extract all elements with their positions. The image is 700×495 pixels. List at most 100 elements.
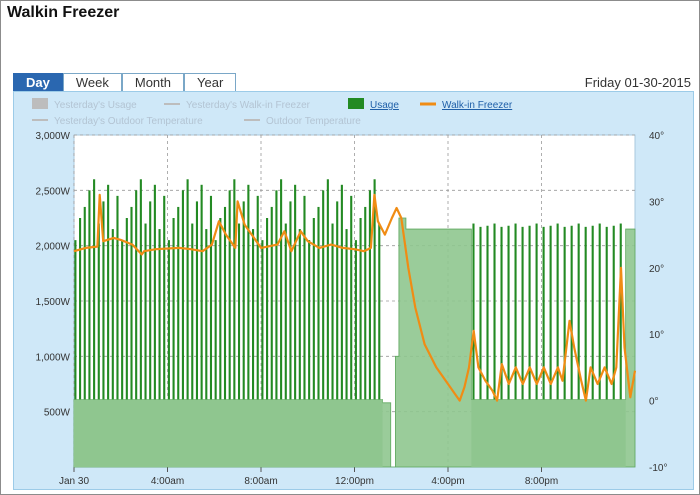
tab-day[interactable]: Day — [13, 73, 63, 91]
usage-bar — [252, 229, 255, 467]
date-label: Friday 01-30-2015 — [584, 75, 691, 90]
x-tick-label: 8:00am — [244, 476, 277, 487]
usage-bar — [167, 240, 170, 467]
usage-bar — [111, 229, 114, 467]
usage-bar — [163, 195, 166, 467]
usage-bar — [280, 179, 283, 467]
usage-bar — [275, 190, 278, 467]
usage-bar — [294, 184, 297, 468]
usage-bar — [158, 229, 161, 467]
usage-bar — [125, 218, 128, 467]
x-tick-label: 8:00pm — [525, 476, 558, 487]
usage-bar — [486, 225, 489, 467]
usage-bar — [598, 223, 601, 467]
usage-bar — [270, 206, 273, 467]
usage-bar — [373, 179, 376, 467]
usage-bar — [331, 223, 334, 467]
usage-bar — [336, 201, 339, 467]
range-tabs: Day Week Month Year — [13, 73, 237, 91]
legend-item[interactable]: Usage — [370, 100, 399, 111]
usage-bar — [121, 240, 124, 467]
usage-bar — [493, 223, 496, 467]
tab-year[interactable]: Year — [184, 73, 237, 91]
usage-bar — [364, 206, 367, 467]
usage-bar — [177, 206, 180, 467]
usage-bar — [570, 225, 573, 467]
usage-bar — [521, 226, 524, 467]
usage-bar — [472, 223, 475, 467]
usage-bar — [172, 218, 175, 467]
usage-bar — [322, 190, 325, 467]
legend-swatch — [348, 98, 364, 109]
legend-item[interactable]: Yesterday's Usage — [54, 100, 137, 111]
usage-bar — [102, 201, 105, 467]
usage-bar — [378, 223, 381, 467]
usage-bar — [181, 190, 184, 467]
usage-bar — [549, 225, 552, 467]
usage-bar — [135, 190, 138, 467]
y-left-tick-label: 2,000W — [36, 242, 71, 253]
tab-week[interactable]: Week — [62, 73, 122, 91]
usage-bar — [266, 218, 269, 467]
legend-item[interactable]: Walk-in Freezer — [442, 100, 513, 111]
chart: Yesterday's Usage Yesterday's Walk-in Fre… — [32, 98, 667, 487]
y-right-tick-label: 30° — [649, 197, 664, 208]
usage-bar — [200, 184, 203, 468]
usage-bar — [542, 226, 545, 467]
usage-base — [74, 399, 383, 467]
y-right-tick-label: 20° — [649, 264, 664, 275]
usage-bar — [308, 240, 311, 467]
freezer-line — [73, 193, 637, 402]
y-left-tick-label: 3,000W — [36, 131, 71, 142]
usage-bar — [612, 225, 615, 467]
usage-bar — [584, 226, 587, 467]
usage-bar — [130, 206, 133, 467]
usage-bar — [556, 223, 559, 467]
usage-bar — [247, 184, 250, 468]
usage-bar — [223, 206, 227, 467]
usage-bar — [619, 223, 622, 467]
usage-bar — [326, 179, 329, 467]
usage-bar — [149, 201, 152, 467]
usage-bar — [303, 195, 306, 467]
usage-bar — [289, 201, 292, 467]
usage-bar — [345, 229, 348, 467]
usage-bar — [500, 226, 503, 467]
legend-item[interactable]: Yesterday's Outdoor Temperature — [54, 116, 203, 127]
usage-bar — [79, 218, 82, 467]
y-right-tick-label: -10° — [649, 463, 667, 474]
usage-bar — [535, 223, 538, 467]
usage-bar — [237, 223, 241, 467]
usage-bar — [153, 184, 156, 468]
usage-bar — [83, 206, 86, 467]
page-title: Walkin Freezer — [7, 4, 120, 21]
y-right-tick-label: 10° — [649, 330, 664, 341]
usage-bar — [507, 225, 510, 467]
usage-bar — [233, 179, 236, 467]
usage-bar — [144, 223, 147, 467]
y-left-tick-label: 1,000W — [36, 352, 71, 363]
legend-item[interactable]: Yesterday's Walk-in Freezer — [186, 100, 311, 111]
x-tick-label: 12:00pm — [335, 476, 374, 487]
usage-bar — [209, 195, 213, 467]
chart-panel: Yesterday's Usage Yesterday's Walk-in Fre… — [13, 91, 694, 490]
usage-base — [471, 399, 626, 467]
usage-bar — [605, 226, 608, 467]
y-left-tick-label: 1,500W — [36, 297, 71, 308]
usage-bar — [340, 184, 343, 468]
usage-bar — [354, 240, 357, 467]
tab-month[interactable]: Month — [121, 73, 184, 91]
usage-bar — [312, 218, 315, 467]
usage-bar — [256, 195, 259, 467]
usage-bar — [205, 229, 208, 467]
usage-bar — [514, 223, 517, 467]
usage-bar — [107, 184, 110, 468]
usage-bar — [186, 179, 189, 467]
usage-bar — [219, 218, 222, 467]
legend-item[interactable]: Outdoor Temperature — [266, 116, 361, 127]
y-left-tick-label: 2,500W — [36, 186, 71, 197]
usage-bar — [563, 226, 566, 467]
usage-bar — [97, 223, 100, 467]
usage-bar — [591, 225, 594, 467]
